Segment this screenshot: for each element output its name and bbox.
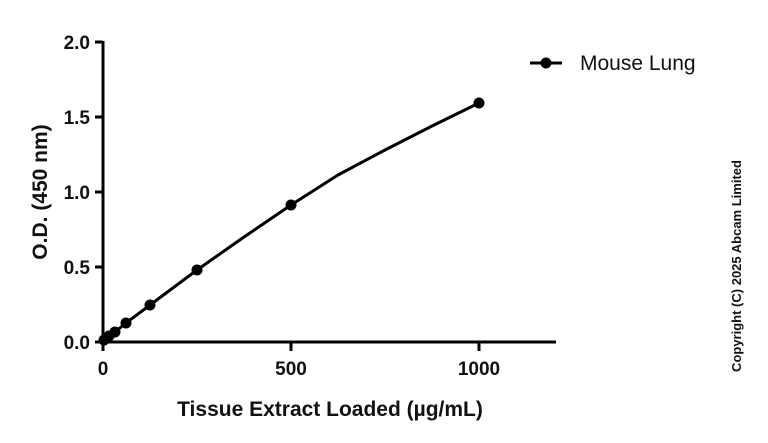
y-tick-label: 2.0 [64,33,90,54]
copyright-text: Copyright (C) 2025 Abcam Limited [729,160,744,372]
data-point [473,97,485,109]
y-tick-label: 0.0 [64,333,90,354]
y-tick-label: 1.0 [64,183,90,204]
x-tick-label: 1000 [458,359,500,380]
data-point [144,299,156,311]
x-axis: 0 500 1000 [98,340,556,380]
x-tick-label: 500 [275,359,307,380]
y-axis-title: O.D. (450 nm) [29,124,52,259]
legend-label: Mouse Lung [580,52,696,75]
data-point [109,326,121,338]
y-axis: 2.0 1.5 1.0 0.5 0.0 [64,33,105,354]
y-tick-label: 0.5 [64,258,91,279]
x-tick-label: 0 [98,359,109,380]
data-point [120,317,132,329]
data-point [285,199,297,211]
fit-curve [101,101,481,343]
data-points [98,97,485,346]
y-tick-label: 1.5 [64,108,91,129]
data-point [191,264,203,276]
legend: Mouse Lung [530,52,696,75]
x-axis-title: Tissue Extract Loaded (µg/mL) [177,398,483,421]
legend-marker-icon [540,57,552,69]
